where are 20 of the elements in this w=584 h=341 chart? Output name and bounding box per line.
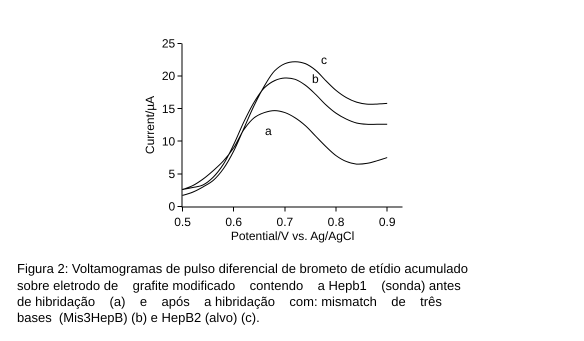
y-tick-label: 10 — [162, 134, 176, 148]
y-tick-label: 25 — [162, 36, 176, 51]
y-tick-label: 5 — [168, 167, 176, 182]
x-tick-label: 0.8 — [328, 214, 345, 229]
x-tick-label: 0.6 — [225, 214, 242, 229]
y-tick-label: 20 — [162, 69, 176, 84]
x-axis-title: Potential/V vs. Ag/AgCl — [230, 228, 354, 243]
x-tick-label: 0.5 — [174, 214, 192, 229]
y-tick-label: 15 — [162, 102, 176, 116]
y-tick-label: 0 — [168, 200, 176, 214]
text: Figura 2: Voltamogramas de pulso diferencial de brometo de etídio acumulado — [17, 261, 468, 276]
text: bases (Mis3HepB) (b) e HepB2 (alvo) (c). — [17, 310, 260, 325]
series-label: b — [312, 72, 319, 86]
series-label: c — [321, 53, 327, 67]
text: sobre eletrodo de grafite modificado contendo a Hepb1 (sonda) antes — [17, 278, 462, 293]
y-axis-title: Current/µA — [143, 96, 158, 154]
text: de hibridação (a) e após a hibridação com: mismatch de três — [17, 294, 442, 309]
x-tick-label: 0.9 — [378, 214, 396, 229]
series-label: a — [265, 124, 272, 138]
x-tick-label: 0.7 — [276, 214, 294, 229]
